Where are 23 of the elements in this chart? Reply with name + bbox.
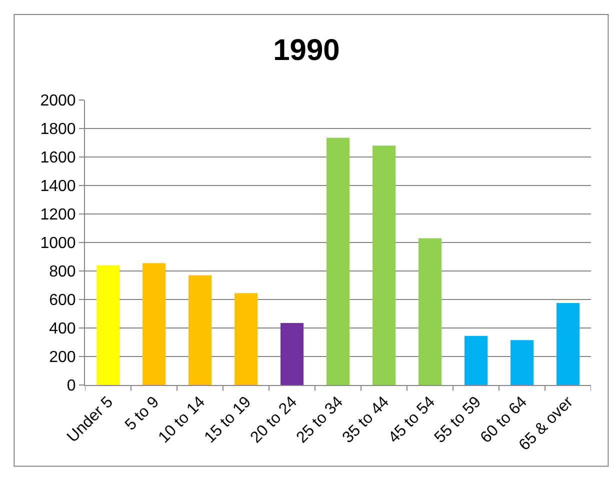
bar (510, 340, 534, 385)
bar (372, 146, 396, 385)
bar (234, 293, 258, 385)
y-tick-label: 1800 (40, 121, 76, 138)
y-tick-label: 400 (49, 320, 76, 338)
y-tick-label: 600 (49, 292, 76, 310)
bar (96, 265, 120, 385)
bar (188, 275, 212, 385)
y-tick-label: 0 (66, 378, 76, 395)
bar (142, 263, 166, 385)
bar (326, 138, 350, 385)
y-tick-label: 800 (49, 264, 76, 281)
bar (464, 336, 488, 385)
y-tick-label: 200 (49, 349, 76, 366)
bar (280, 323, 304, 385)
bar (418, 238, 442, 385)
y-tick-label: 1200 (40, 206, 76, 224)
y-tick-label: 2000 (40, 92, 76, 110)
y-tick-label: 1400 (40, 178, 76, 196)
bar (556, 303, 580, 385)
y-tick-label: 1000 (40, 235, 76, 252)
chart-title: 1990 (273, 34, 340, 67)
y-tick-label: 1600 (40, 150, 76, 167)
